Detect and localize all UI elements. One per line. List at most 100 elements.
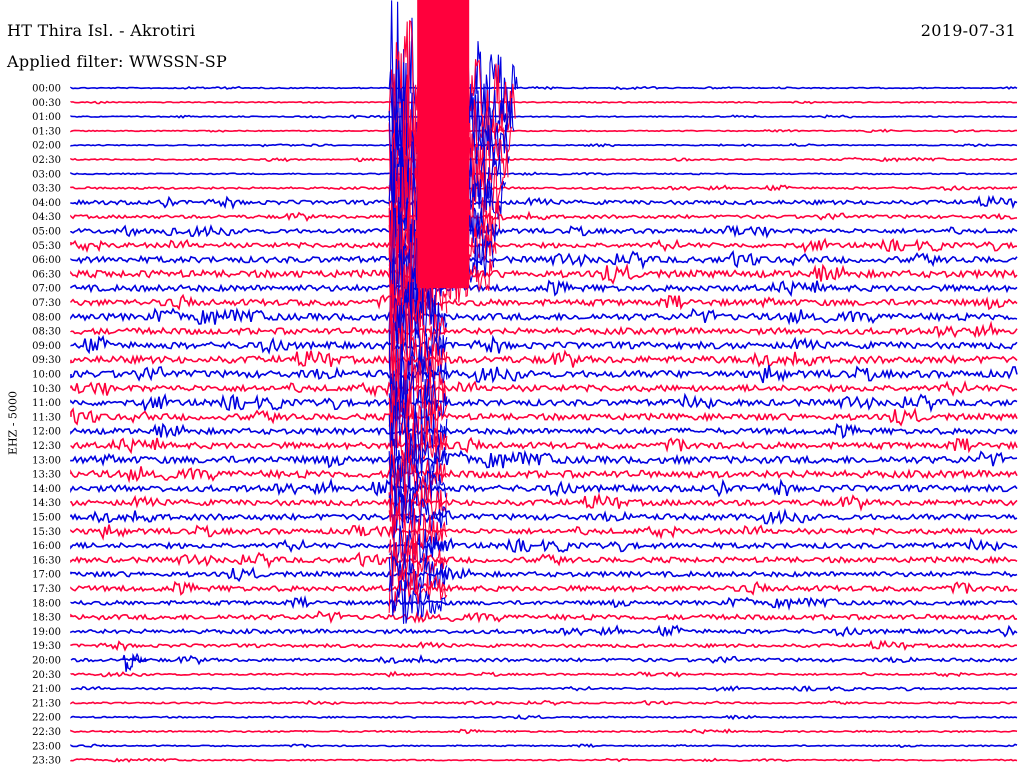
trace-row <box>70 380 1018 398</box>
row-label: 17:00 <box>32 570 61 581</box>
trace-row <box>70 653 1018 666</box>
row-label: 07:30 <box>32 298 61 309</box>
earthquake-trace <box>388 401 448 462</box>
traces-layer <box>70 85 1018 763</box>
row-label: 14:30 <box>32 498 61 509</box>
row-label: 23:30 <box>32 756 61 767</box>
trace-row <box>70 210 1018 223</box>
row-label: 16:00 <box>32 541 61 552</box>
row-label: 00:00 <box>32 84 61 95</box>
earthquake-trace <box>388 498 448 560</box>
row-label: 12:30 <box>32 441 61 452</box>
trace-row <box>70 249 1018 270</box>
trace-row <box>70 392 1018 413</box>
earthquake-trace <box>388 537 448 587</box>
trace-row <box>70 262 1018 285</box>
earthquake-trace <box>388 468 448 524</box>
trace-row <box>70 608 1018 624</box>
row-label: 10:00 <box>32 370 61 381</box>
trace-row <box>70 142 1018 148</box>
row-label: 15:30 <box>32 527 61 538</box>
row-label: 14:00 <box>32 484 61 495</box>
trace-row <box>70 365 1018 384</box>
row-label: 09:00 <box>32 341 61 352</box>
trace-row <box>70 114 1018 120</box>
row-label: 17:30 <box>32 584 61 595</box>
trace-row <box>70 757 1018 763</box>
row-label: 13:00 <box>32 455 61 466</box>
trace-row <box>70 743 1018 749</box>
row-label: 02:30 <box>32 155 61 166</box>
row-label: 18:30 <box>32 613 61 624</box>
earthquake-trace <box>389 525 448 566</box>
trace-row <box>70 279 1018 297</box>
row-label: 06:00 <box>32 255 61 266</box>
trace-row <box>70 223 1018 240</box>
earthquake-trace <box>388 553 448 591</box>
row-label: 21:30 <box>32 698 61 709</box>
row-label: 05:00 <box>32 227 61 238</box>
trace-row <box>70 237 1018 254</box>
earthquake-trace <box>388 422 448 495</box>
earthquake-trace <box>388 440 447 503</box>
trace-row <box>70 156 1018 163</box>
trace-row <box>70 407 1018 427</box>
row-label: 18:00 <box>32 598 61 609</box>
earthquake-trace <box>388 575 448 624</box>
trace-row <box>70 184 1018 192</box>
trace-row <box>70 194 1018 210</box>
trace-row <box>70 699 1018 707</box>
row-label: 06:30 <box>32 269 61 280</box>
trace-row <box>70 492 1018 512</box>
row-label: 19:30 <box>32 641 61 652</box>
row-label: 21:00 <box>32 684 61 695</box>
row-label: 23:00 <box>32 741 61 752</box>
trace-row <box>70 85 1018 91</box>
row-label: 15:00 <box>32 513 61 524</box>
trace-row <box>70 449 1018 469</box>
trace-row <box>70 536 1018 555</box>
local-event-trace <box>122 652 149 672</box>
row-label: 13:30 <box>32 470 61 481</box>
trace-row <box>70 524 1018 541</box>
row-label: 20:30 <box>32 670 61 681</box>
trace-row <box>70 714 1018 721</box>
trace-row <box>70 466 1018 484</box>
row-label: 08:00 <box>32 312 61 323</box>
trace-row <box>70 508 1018 525</box>
row-label: 03:00 <box>32 169 61 180</box>
trace-row <box>70 566 1018 583</box>
row-label: 09:30 <box>32 355 61 366</box>
trace-row <box>70 334 1018 356</box>
trace-row <box>70 477 1018 498</box>
row-label: 01:30 <box>32 126 61 137</box>
trace-row <box>70 685 1018 693</box>
row-label: 11:30 <box>32 412 61 423</box>
trace-row <box>70 307 1018 326</box>
row-label: 20:00 <box>32 656 61 667</box>
row-label: 04:30 <box>32 212 61 223</box>
trace-row <box>70 580 1018 597</box>
trace-row <box>70 99 1018 105</box>
trace-row <box>70 293 1018 311</box>
trace-row <box>70 436 1018 455</box>
row-label: 01:00 <box>32 112 61 123</box>
row-label: 19:00 <box>32 627 61 638</box>
earthquake-trace <box>388 412 448 479</box>
earthquake-saturation <box>417 0 470 289</box>
row-label: 16:30 <box>32 555 61 566</box>
trace-row <box>70 595 1018 611</box>
trace-row <box>70 624 1018 638</box>
trace-row <box>70 670 1018 678</box>
row-label: 07:00 <box>32 284 61 295</box>
trace-row <box>70 320 1018 339</box>
row-label: 04:00 <box>32 198 61 209</box>
row-label: 00:30 <box>32 98 61 109</box>
earthquake-layer <box>122 0 519 672</box>
row-label: 10:30 <box>32 384 61 395</box>
tick-labels-layer: 00:00 00:30 01:00 01:30 02:00 02:30 03:00 03:30… <box>32 84 61 767</box>
row-label: 22:30 <box>32 727 61 738</box>
filter-label: Applied filter: WWSSN-SP <box>7 52 228 71</box>
station-title: HT Thira Isl. - Akrotiri <box>7 21 196 40</box>
